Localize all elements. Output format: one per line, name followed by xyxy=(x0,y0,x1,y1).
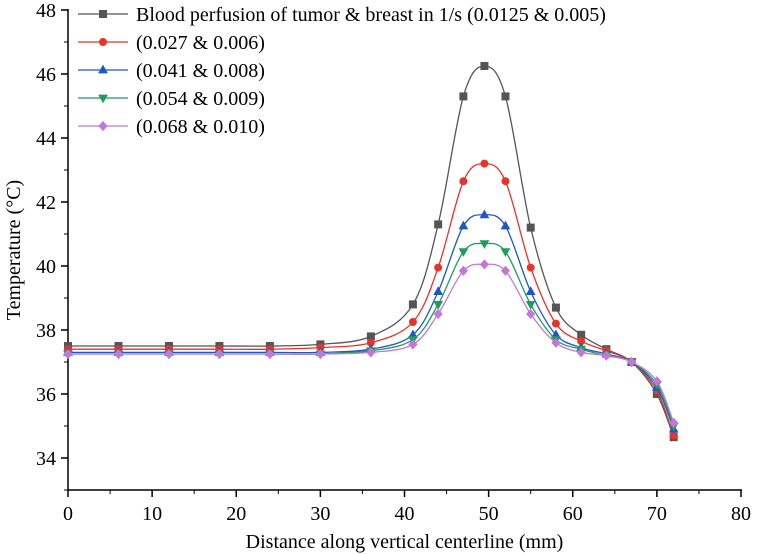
data-point xyxy=(526,263,535,272)
series xyxy=(63,62,679,442)
data-point xyxy=(315,348,325,360)
data-point xyxy=(458,248,469,257)
legend-item: (0.068 & 0.010) xyxy=(78,116,265,138)
legend-item: (0.054 & 0.009) xyxy=(78,88,265,110)
data-point xyxy=(501,177,510,186)
legend-marker xyxy=(98,120,108,132)
data-point xyxy=(458,265,468,276)
x-tick-label: 0 xyxy=(63,503,73,525)
x-tick-label: 60 xyxy=(563,503,583,525)
y-tick-label: 46 xyxy=(36,64,56,86)
data-point xyxy=(576,347,586,358)
x-tick-label: 50 xyxy=(479,503,499,525)
x-tick-label: 30 xyxy=(310,503,330,525)
data-point xyxy=(480,62,489,71)
data-point xyxy=(433,300,444,310)
x-axis-title: Distance along vertical centerline (mm) xyxy=(246,531,564,553)
data-point xyxy=(551,303,560,312)
legend-label: (0.054 & 0.009) xyxy=(136,88,265,110)
data-point xyxy=(551,319,560,328)
x-tick-label: 80 xyxy=(731,503,751,525)
y-tick-label: 42 xyxy=(36,192,56,214)
data-point xyxy=(479,259,489,270)
data-point xyxy=(63,348,73,360)
legend-label: (0.068 & 0.010) xyxy=(136,116,265,138)
data-point xyxy=(551,337,561,348)
data-point xyxy=(500,248,511,257)
data-point xyxy=(525,286,536,296)
legend: Blood perfusion of tumor & breast in 1/s… xyxy=(78,4,606,138)
y-tick-label: 38 xyxy=(36,320,56,342)
y-axis-title: Temperature (°C) xyxy=(3,180,25,320)
y-tick-label: 36 xyxy=(36,384,56,406)
data-point xyxy=(433,286,444,296)
legend-item: Blood perfusion of tumor & breast in 1/s… xyxy=(78,4,606,26)
data-point xyxy=(627,356,637,368)
y-tick-label: 34 xyxy=(36,448,56,470)
legend-item: (0.041 & 0.008) xyxy=(78,60,265,82)
series-line xyxy=(67,214,675,430)
series-2 xyxy=(64,159,678,440)
series-line xyxy=(68,162,675,436)
x-tick-label: 40 xyxy=(395,503,415,525)
x-tick-label: 20 xyxy=(226,503,246,525)
legend-item: (0.027 & 0.006) xyxy=(78,32,265,54)
data-point xyxy=(526,308,536,320)
data-point xyxy=(434,263,443,272)
data-point xyxy=(433,308,443,320)
data-point xyxy=(113,348,124,360)
data-point xyxy=(526,223,535,232)
data-point xyxy=(480,159,489,168)
legend-marker xyxy=(99,38,108,47)
data-point xyxy=(601,350,611,361)
data-point xyxy=(459,92,468,101)
data-point xyxy=(501,92,510,101)
legend-marker xyxy=(99,9,108,18)
ticks: 0 10 20 30 40 50 60 70 80 34 36 38 40 42 44 46 48 xyxy=(36,0,751,525)
data-point xyxy=(652,376,662,387)
legend-marker xyxy=(98,94,108,104)
y-tick-label: 40 xyxy=(36,256,56,278)
data-point xyxy=(500,265,510,276)
data-point xyxy=(479,209,490,219)
x-tick-label: 10 xyxy=(142,503,162,525)
y-tick-label: 48 xyxy=(36,0,56,22)
data-point xyxy=(434,220,443,229)
data-point xyxy=(459,177,468,186)
x-tick-label: 70 xyxy=(647,503,667,525)
data-point xyxy=(366,347,376,358)
data-point xyxy=(265,348,275,360)
legend-marker xyxy=(98,64,108,74)
data-point xyxy=(164,348,174,360)
data-point xyxy=(479,240,490,249)
data-point xyxy=(458,220,469,230)
data-point xyxy=(669,431,678,440)
y-tick-label: 44 xyxy=(36,128,56,150)
data-point xyxy=(214,348,224,360)
data-point xyxy=(500,220,511,230)
series-3 xyxy=(63,209,679,433)
data-point xyxy=(408,339,418,350)
series-5 xyxy=(63,259,679,428)
data-point xyxy=(408,317,417,326)
data-point xyxy=(525,300,536,310)
legend-label: Blood perfusion of tumor & breast in 1/s… xyxy=(136,4,606,26)
legend-label: (0.027 & 0.006) xyxy=(136,32,265,54)
legend-label: (0.041 & 0.008) xyxy=(136,60,265,82)
data-point xyxy=(408,300,417,309)
data-point xyxy=(669,417,679,428)
